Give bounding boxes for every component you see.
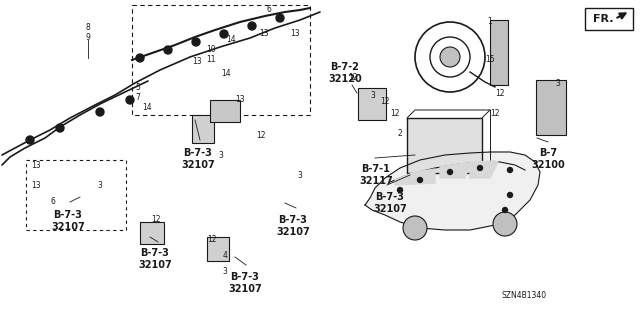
- Polygon shape: [365, 152, 540, 230]
- Text: 3: 3: [219, 152, 223, 160]
- Text: 12: 12: [490, 108, 500, 117]
- Text: 12: 12: [256, 130, 266, 139]
- Text: B-7
32100: B-7 32100: [531, 148, 565, 170]
- Bar: [26, 160, 126, 230]
- Bar: [192, 115, 214, 143]
- Bar: [207, 237, 229, 261]
- Text: 13: 13: [259, 29, 269, 39]
- Text: 13: 13: [31, 181, 41, 189]
- Circle shape: [136, 54, 144, 62]
- Text: 10: 10: [206, 46, 216, 55]
- Circle shape: [220, 30, 228, 38]
- Text: 15: 15: [485, 56, 495, 64]
- Text: 13: 13: [31, 160, 41, 169]
- Bar: [132, 5, 310, 115]
- Circle shape: [508, 192, 513, 197]
- Text: 3: 3: [223, 266, 227, 276]
- Text: 14: 14: [226, 34, 236, 43]
- Text: 6: 6: [267, 5, 271, 14]
- Text: 1: 1: [488, 18, 492, 26]
- Circle shape: [440, 47, 460, 67]
- Text: SZN4B1340: SZN4B1340: [501, 291, 547, 300]
- Text: 14: 14: [142, 103, 152, 113]
- Circle shape: [403, 216, 427, 240]
- Text: B-7-3
32107: B-7-3 32107: [276, 215, 310, 237]
- Text: 13: 13: [290, 29, 300, 39]
- Text: 12: 12: [151, 214, 161, 224]
- Bar: [358, 88, 386, 120]
- Text: B-7-3
32107: B-7-3 32107: [181, 148, 215, 170]
- Text: 12: 12: [390, 108, 400, 117]
- Bar: [210, 100, 240, 122]
- Text: 4: 4: [223, 250, 227, 259]
- Circle shape: [126, 96, 134, 104]
- Circle shape: [502, 207, 508, 212]
- Polygon shape: [470, 161, 498, 178]
- Text: FR.: FR.: [593, 14, 614, 24]
- Circle shape: [417, 177, 422, 182]
- Bar: [536, 80, 566, 135]
- Text: 11: 11: [206, 55, 216, 63]
- Polygon shape: [395, 169, 435, 185]
- Circle shape: [477, 166, 483, 170]
- Polygon shape: [440, 163, 470, 178]
- Text: 3: 3: [97, 181, 102, 189]
- Text: B-7-3
32107: B-7-3 32107: [228, 272, 262, 293]
- Text: 7: 7: [136, 93, 140, 101]
- Circle shape: [248, 22, 256, 30]
- Circle shape: [56, 124, 64, 132]
- Bar: [490, 20, 508, 85]
- Bar: [407, 118, 482, 173]
- Circle shape: [26, 136, 34, 144]
- Text: 3: 3: [371, 91, 376, 100]
- Circle shape: [493, 212, 517, 236]
- Text: B-7-2
32120: B-7-2 32120: [328, 62, 362, 84]
- Circle shape: [397, 188, 403, 192]
- Text: 6: 6: [51, 197, 56, 206]
- Text: B-7-3
32107: B-7-3 32107: [373, 192, 407, 214]
- Bar: [140, 222, 164, 244]
- Text: B-7-3
32107: B-7-3 32107: [138, 248, 172, 270]
- Text: 3: 3: [556, 78, 561, 87]
- Text: 2: 2: [397, 129, 403, 137]
- Text: 12: 12: [348, 73, 358, 83]
- Text: 3: 3: [298, 170, 303, 180]
- Text: 8: 8: [86, 24, 90, 33]
- Text: B-7-3
32107: B-7-3 32107: [51, 210, 85, 232]
- Text: 5: 5: [136, 84, 140, 93]
- Circle shape: [164, 46, 172, 54]
- Circle shape: [192, 38, 200, 46]
- Circle shape: [447, 169, 452, 174]
- Text: 12: 12: [380, 98, 390, 107]
- Text: 14: 14: [221, 69, 231, 78]
- Text: B-7-1
32117: B-7-1 32117: [359, 164, 393, 186]
- Circle shape: [96, 108, 104, 116]
- Text: 13: 13: [235, 95, 245, 105]
- Text: 13: 13: [192, 57, 202, 66]
- Text: 12: 12: [495, 90, 505, 99]
- Text: 9: 9: [86, 33, 90, 41]
- Circle shape: [276, 14, 284, 22]
- Circle shape: [508, 167, 513, 173]
- Bar: [585, 8, 633, 30]
- Text: 12: 12: [207, 234, 217, 243]
